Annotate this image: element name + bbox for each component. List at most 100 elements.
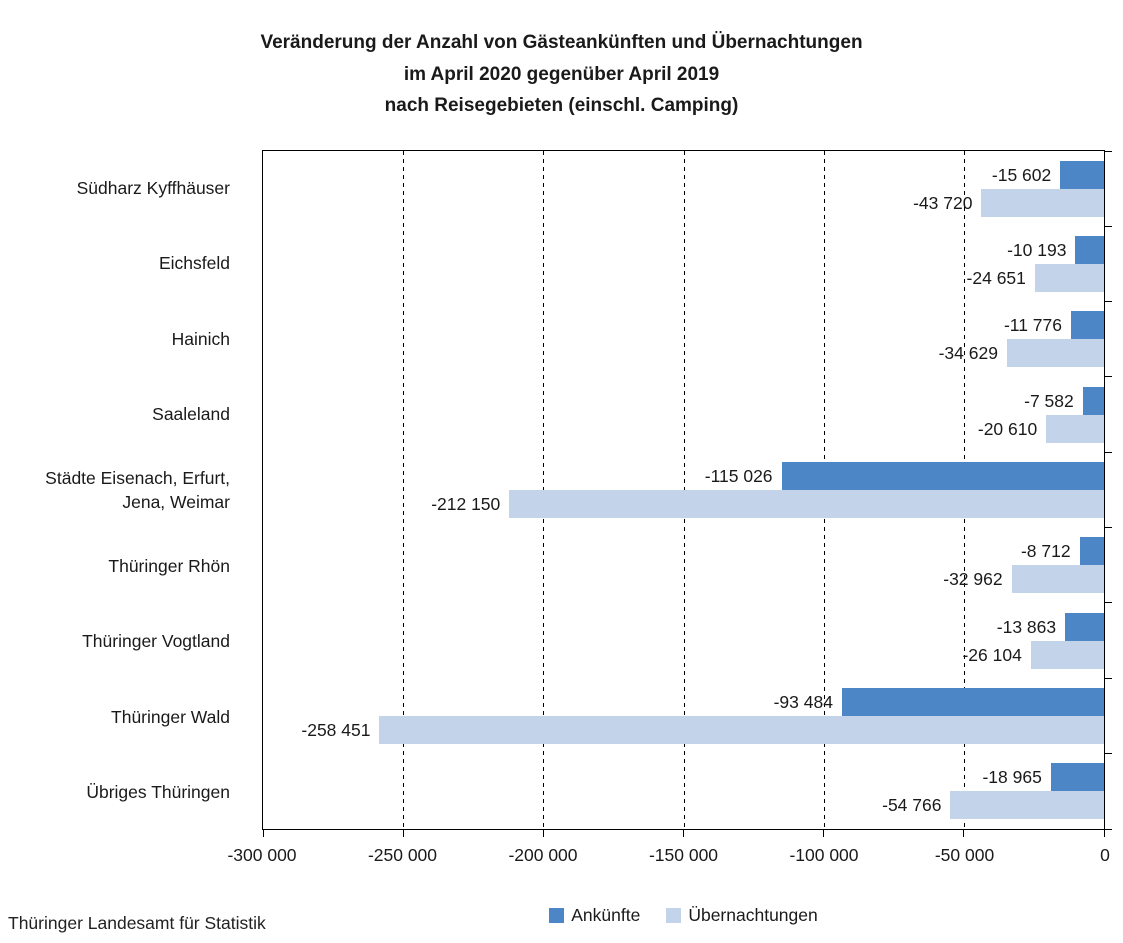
bar-uebernachtungen [379,715,1104,744]
bar-value-label: -18 965 [982,767,1042,788]
category-label: Thüringer Vogtland [82,631,230,652]
bar-ankuenfte [781,461,1104,490]
category-label: Thüringer Wald [111,706,230,727]
bar-value-label: -212 150 [431,493,501,514]
x-axis-tick-label: -300 000 [227,845,297,865]
legend-swatch-ankuenfte-icon [549,908,565,923]
bar-value-label: -115 026 [704,465,773,486]
chart-title-line1: Veränderung der Anzahl von Gästeankünfte… [260,32,863,53]
gridline [403,151,405,829]
bar-value-label: -10 193 [1007,239,1067,260]
bar-uebernachtungen [1046,414,1104,443]
x-axis-tick [402,830,404,837]
category-boundary-tick [1105,828,1112,830]
bar-uebernachtungen [1006,339,1104,368]
x-axis-tick [542,830,544,837]
bar-track: -54 766 [263,791,1104,820]
chart-title: Veränderung der Anzahl von Gästeankünfte… [0,27,1123,122]
category-boundary-tick [1105,376,1112,378]
category-boundary-tick [1105,150,1112,152]
category-row: -8 712 -32 962 [263,528,1104,603]
category-label: Städte Eisenach, Erfurt, Jena, Weimar [45,468,230,513]
bar-value-label: -34 629 [938,343,998,364]
category-label: Übriges Thüringen [86,782,230,803]
category-row: -18 965 -54 766 [263,754,1104,829]
category-boundary-tick [1105,527,1112,529]
bar-value-label: -258 451 [301,719,371,740]
category-boundary-tick [1105,753,1112,755]
bar-track: -258 451 [263,715,1104,744]
category-row: -10 193 -24 651 [263,226,1104,301]
bar-uebernachtungen [1030,640,1104,669]
bar-value-label: -15 602 [991,164,1052,185]
category-label: Hainich [171,328,230,349]
bar-ankuenfte [1082,386,1104,415]
bar-ankuenfte [1079,537,1104,566]
bar-value-label: -24 651 [966,267,1026,288]
bar-value-label: -43 720 [913,192,973,213]
legend: Ankünfte Übernachtungen [262,905,1105,926]
bar-track: -8 712 [263,537,1104,566]
category-boundary-tick [1105,602,1112,604]
bar-track: -24 651 [263,263,1104,292]
x-axis-tick [683,830,684,837]
bar-ankuenfte [1060,160,1104,189]
bar-value-label: -93 484 [773,691,833,712]
legend-label-ankuenfte: Ankünfte [571,905,641,925]
category-boundary-tick [1105,301,1112,303]
bar-value-label: -54 766 [882,795,942,816]
bar-ankuenfte [1050,763,1104,792]
x-axis-tick-label: -200 000 [508,845,578,865]
category-label: Thüringer Rhön [108,555,230,576]
bar-uebernachtungen [1011,565,1104,594]
category-row: -11 776 -34 629 [263,302,1104,377]
value-axis-labels: -300 000 -250 000 -200 000 -150 000 -100 000… [227,845,1109,871]
bar-ankuenfte [1075,235,1104,264]
bar-track: -7 582 [263,386,1104,415]
legend-swatch-uebernachtungen-icon [666,908,682,923]
bar-track: -212 150 [263,489,1104,518]
bar-uebernachtungen [1034,263,1104,292]
bar-track: -10 193 [263,235,1104,264]
source-text: Thüringer Landesamt für Statistik [8,913,266,933]
category-label: Eichsfeld [158,253,230,274]
bar-value-label: -26 104 [962,644,1022,665]
bar-track: -32 962 [263,565,1104,594]
category-row: -15 602 -43 720 [263,151,1104,226]
bar-ankuenfte [1065,612,1104,641]
bar-uebernachtungen [509,489,1104,518]
bar-uebernachtungen [981,188,1104,217]
x-axis-tick-label: 0 [1100,845,1110,865]
x-axis-tick [963,830,965,837]
category-row: -93 484 -258 451 [263,678,1104,753]
category-row: -115 026 -212 150 [263,452,1104,527]
bar-track: -15 602 [263,160,1104,189]
bar-track: -115 026 [263,461,1104,490]
bar-track: -26 104 [263,640,1104,669]
bar-value-label: -32 962 [943,569,1003,590]
category-boundary-tick [1105,451,1112,453]
x-axis-tick-label: -150 000 [648,845,719,865]
bar-value-label: -8 712 [1020,541,1071,562]
x-axis-tick [1103,830,1105,837]
x-axis-tick-label: -250 000 [367,845,438,865]
bar-track: -20 610 [263,414,1104,443]
bar-track: -34 629 [263,339,1104,368]
bar-value-label: -13 863 [996,616,1057,637]
plot-rows: -15 602 -43 720 -10 193 -24 651 -11 776 -34 6… [263,151,1104,829]
bar-track: -43 720 [263,188,1104,217]
x-axis-tick [823,830,825,837]
category-row: -7 582 -20 610 [263,377,1104,452]
x-axis-tick-label: -50 000 [934,845,995,865]
bar-track: -13 863 [263,612,1104,641]
category-label: Saaleland [152,404,230,425]
category-row: -13 863 -26 104 [263,603,1104,678]
bar-ankuenfte [841,687,1104,716]
bar-ankuenfte [1071,311,1104,340]
bar-track: -18 965 [263,763,1104,792]
bar-track: -11 776 [263,311,1104,340]
bar-value-label: -20 610 [977,418,1038,439]
x-axis-tick [262,830,264,837]
legend-item-ankuenfte: Ankünfte [549,905,640,926]
